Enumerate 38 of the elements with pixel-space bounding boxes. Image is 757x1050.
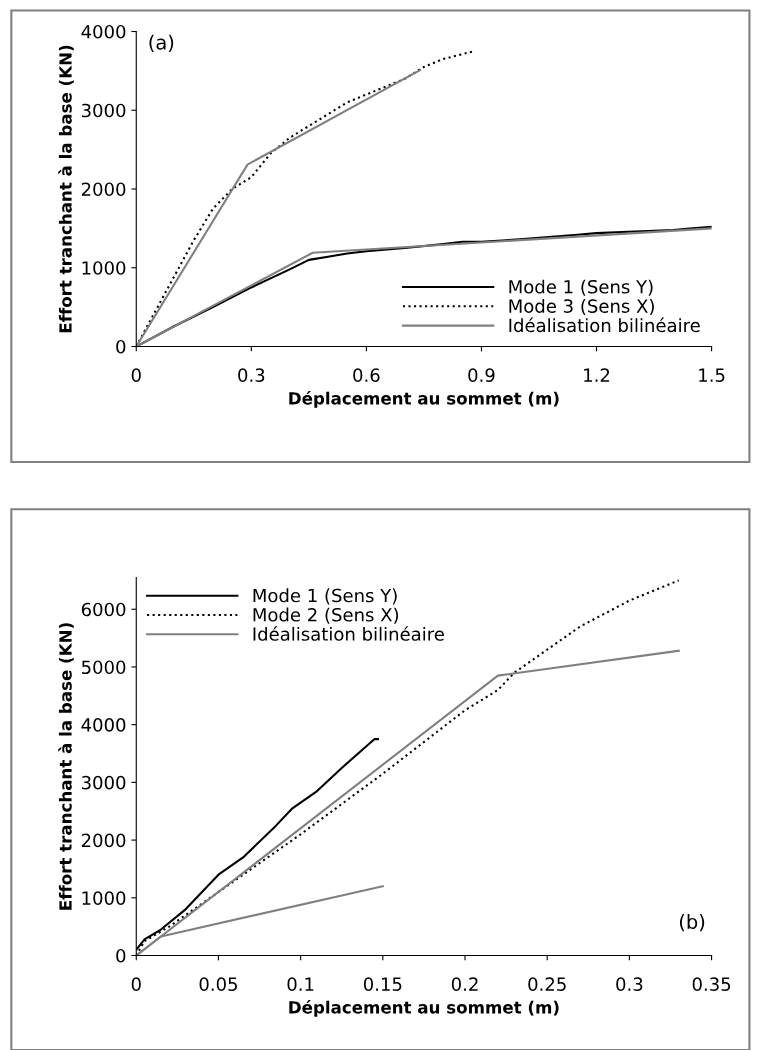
y-tick-label: 4000 [81,718,126,732]
y-axis-title: Effort tranchant à la base (KN) [58,623,74,910]
y-tick-label: 0 [116,948,126,963]
y-tick-label: 1000 [82,261,126,275]
x-tick-label: 0.35 [692,977,731,991]
x-tick-label: 0 [131,368,141,382]
x-axis-title: Déplacement au sommet (m) [289,1000,559,1017]
y-tick-label: 4000 [81,24,126,39]
y-tick-label: 2000 [81,833,126,848]
y-tick-label: 3000 [81,775,126,790]
x-tick-label: 0.6 [353,368,380,382]
x-tick-label: 1.5 [699,368,725,382]
y-tick-label: 0 [116,339,126,354]
legend-label: Mode 1 (Sens Y) [253,588,397,605]
y-tick-label: 5000 [81,660,126,675]
x-tick-label: 0 [131,977,141,991]
x-tick-label: 0.25 [528,977,566,991]
x-axis-title: Déplacement au sommet (m) [289,391,559,408]
y-axis-title: Effort tranchant à la base (KN) [58,45,74,333]
x-tick-label: 0.1 [287,977,314,991]
x-tick-label: 0.3 [238,368,265,382]
legend-label: Mode 2 (Sens X) [253,607,399,624]
y-tick-label: 6000 [81,602,126,617]
x-tick-label: 1.2 [584,368,610,382]
legend-label: Idéalisation bilinéaire [253,626,444,641]
annotation: (a) [149,34,174,52]
x-tick-label: 0.05 [199,977,237,991]
x-tick-label: 0.9 [468,368,495,382]
legend-label: Mode 3 (Sens X) [509,298,654,316]
x-tick-label: 0.2 [451,977,478,991]
y-tick-label: 2000 [81,182,126,197]
y-tick-label: 3000 [81,103,126,118]
legend-label: Idéalisation bilinéaire [509,317,700,333]
x-tick-label: 0.3 [616,977,643,991]
x-tick-label: 0.15 [363,977,402,991]
legend-label: Mode 1 (Sens Y) [509,279,653,296]
annotation: (b) [679,914,705,932]
y-tick-label: 1000 [82,891,126,905]
